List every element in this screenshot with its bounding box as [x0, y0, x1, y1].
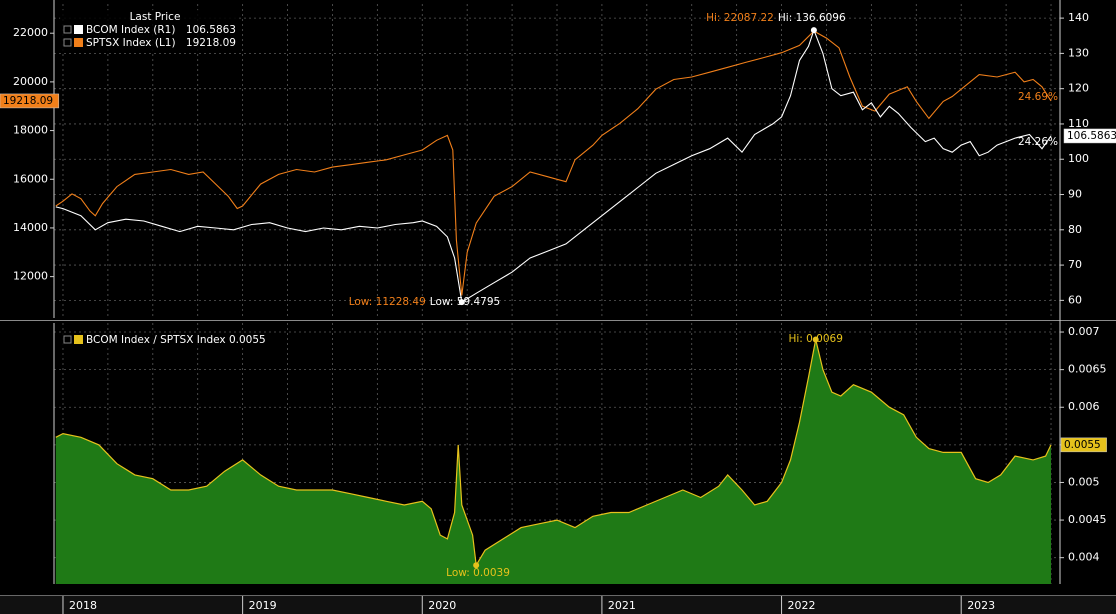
legend-label: BCOM Index (R1) — [86, 24, 175, 36]
right-tick-label: 110 — [1068, 117, 1089, 130]
x-tick-label: 2018 — [69, 599, 97, 612]
price-lines-layer — [55, 28, 1052, 303]
left-tick-label: 14000 — [13, 221, 48, 234]
ratio-hi-marker — [812, 336, 819, 343]
legend-value: 106.5863 — [186, 24, 236, 36]
x-tick-label: 2021 — [608, 599, 636, 612]
x-tick-label: 2019 — [249, 599, 277, 612]
bcom-low-marker — [458, 299, 465, 306]
bottom-right-tick-label: 0.005 — [1068, 475, 1100, 488]
bottom-right-tick-label: 0.007 — [1068, 325, 1100, 338]
bottom-legend-label: BCOM Index / SPTSX Index 0.0055 — [86, 334, 266, 346]
right-tick-label: 60 — [1068, 293, 1082, 306]
left-tick-label: 20000 — [13, 75, 48, 88]
legend-toggle-box — [63, 38, 72, 47]
bottom-right-tick-label: 0.006 — [1068, 400, 1100, 413]
x-tick-label: 2022 — [788, 599, 816, 612]
ratio-low-marker — [473, 562, 480, 569]
bottom-right-tick-label: 0.0045 — [1068, 513, 1107, 526]
left-tick-label: 16000 — [13, 172, 48, 185]
bcom-pct-label: 24.26% — [1018, 136, 1058, 148]
sptsx-pct-label: 24.69% — [1018, 91, 1058, 103]
right-tick-label: 140 — [1068, 11, 1089, 24]
bcom-hi-label: Hi: 136.6096 — [778, 12, 846, 24]
right-tick-label: 90 — [1068, 188, 1082, 201]
left-tick-label: 12000 — [13, 270, 48, 283]
legend-toggle-box — [63, 335, 72, 344]
legend-swatch — [74, 25, 83, 34]
ratio-line — [55, 339, 1052, 568]
legend-value: 19218.09 — [186, 37, 236, 49]
bottom-legend-bg — [60, 333, 256, 347]
bcom-hi-marker — [810, 27, 817, 34]
bcom-last-tag: 106.5863 — [1067, 130, 1116, 142]
right-tick-label: 70 — [1068, 258, 1082, 271]
bottom-right-tick-label: 0.0065 — [1068, 363, 1107, 376]
right-tick-label: 80 — [1068, 223, 1082, 236]
x-axis-strip — [0, 596, 1116, 614]
legend-header: Last Price — [130, 11, 181, 23]
sptsx-last-tag: 19218.09 — [3, 95, 53, 107]
legend-label: SPTSX Index (L1) — [86, 37, 176, 49]
legend-swatch — [74, 38, 83, 47]
sptsx-hi-label: Hi: 22087.22 — [706, 12, 774, 24]
axes-layer: 12000 14000 16000 18000 20000 22000 60 70 80 90 10… — [13, 11, 1107, 614]
right-tick-label: 120 — [1068, 82, 1089, 95]
sptsx-last-tag-box — [0, 93, 60, 109]
x-tick-label: 2023 — [967, 599, 995, 612]
right-tick-label: 100 — [1068, 152, 1089, 165]
legend-swatch — [74, 335, 83, 344]
bcom-series-line — [55, 28, 1052, 303]
ratio-hi-label: Hi: 0.0069 — [788, 333, 842, 345]
sptsx-low-label: Low: 11228.49 — [349, 296, 426, 308]
bcom-low-label: Low: 59.4795 — [430, 296, 500, 308]
left-tick-label: 22000 — [13, 26, 48, 39]
sptsx-series-line — [55, 30, 1052, 296]
ratio-last-tag-box — [1060, 437, 1107, 453]
ratio-area-layer — [55, 339, 1052, 584]
top-legend-bg — [60, 10, 238, 52]
left-tick-label: 18000 — [13, 124, 48, 137]
x-tick-label: 2020 — [428, 599, 456, 612]
legend-toggle-box — [63, 25, 72, 34]
bottom-right-tick-label: 0.004 — [1068, 551, 1100, 564]
ratio-area-fill — [55, 339, 1052, 584]
ratio-last-tag: 0.0055 — [1064, 439, 1101, 451]
bcom-last-tag-box — [1063, 128, 1116, 144]
ratio-low-label: Low: 0.0039 — [446, 567, 510, 579]
right-tick-label: 130 — [1068, 46, 1089, 59]
